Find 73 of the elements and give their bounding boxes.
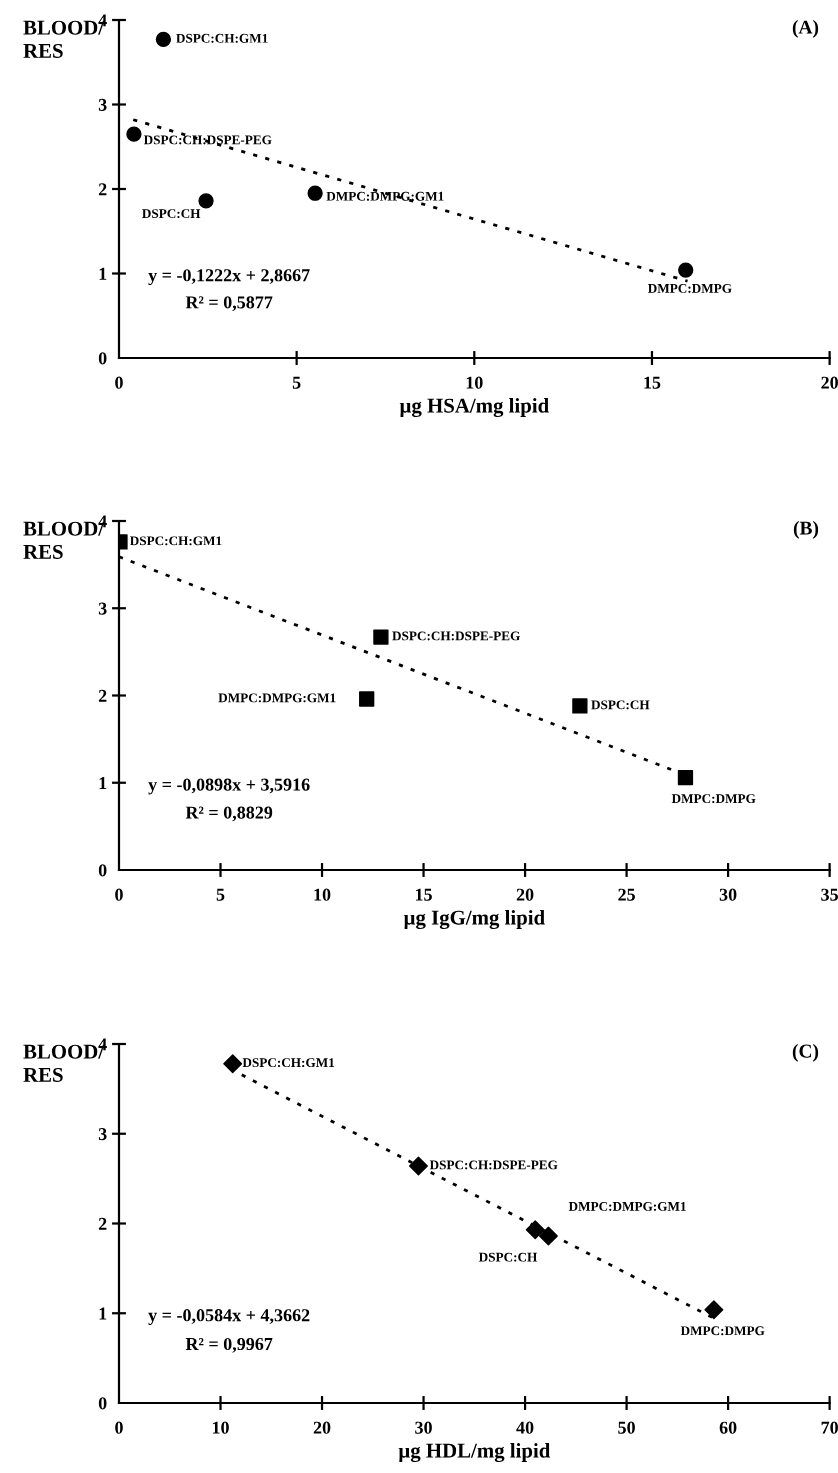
point xyxy=(223,1054,243,1074)
y-tick-label: 2 xyxy=(98,689,107,702)
point xyxy=(677,769,694,786)
x-tick-label: 25 xyxy=(618,888,635,901)
y-tick-label: 1 xyxy=(99,1307,107,1320)
x-tick-label: 50 xyxy=(618,1421,635,1434)
data-label: DSPC:CH:DSPE-PEG xyxy=(429,1160,558,1170)
chart-title: (A) xyxy=(792,20,819,38)
point xyxy=(198,193,214,209)
y-tick-label: 1 xyxy=(99,777,107,790)
x-tick-label: 60 xyxy=(719,1421,737,1434)
annotation: R² = 0,8829 xyxy=(185,806,273,822)
point xyxy=(525,1220,545,1240)
x-tick-label: 5 xyxy=(292,376,301,389)
point xyxy=(704,1300,724,1320)
y-tick-label: 3 xyxy=(98,602,107,615)
x-tick-label: 30 xyxy=(415,1421,432,1434)
y-tick-label: 2 xyxy=(98,1217,107,1230)
data-label: DMPC:DMPG:GM1 xyxy=(326,191,444,201)
y-tick-label: 0 xyxy=(98,352,107,365)
point xyxy=(373,629,389,645)
data-label: DSPC:CH xyxy=(591,700,650,710)
data-label: DMPC:DMPG:GM1 xyxy=(568,1202,686,1211)
annotation: y = -0,0898x + 3,5916 xyxy=(148,778,310,795)
x-tick-label: 20 xyxy=(516,888,534,901)
y-tick-label: 0 xyxy=(98,864,107,877)
data-label: DSPC:CH:GM1 xyxy=(129,536,222,546)
data-label: DSPC:CH:GM1 xyxy=(176,33,268,43)
chart-title: (C) xyxy=(792,1044,819,1062)
annotation: y = -0,1222x + 2,8667 xyxy=(148,269,310,286)
x-axis-title: µg IgG/mg lipid xyxy=(403,909,545,930)
y-tick-label: 3 xyxy=(98,1128,107,1141)
point xyxy=(408,1156,428,1176)
x-tick-label: 15 xyxy=(415,888,432,901)
x-tick-label: 10 xyxy=(466,376,483,389)
chart-title: (B) xyxy=(793,521,819,539)
data-label: DMPC:DMPG xyxy=(647,284,732,293)
point xyxy=(155,31,172,48)
data-label: DSPC:CH xyxy=(142,209,201,219)
annotation: R² = 0,5877 xyxy=(185,296,273,312)
x-tick-label: 30 xyxy=(719,888,737,901)
x-tick-label: 40 xyxy=(516,1421,534,1434)
x-tick-label: 20 xyxy=(821,376,838,389)
x-tick-label: 35 xyxy=(821,888,838,901)
point xyxy=(359,691,375,707)
data-label: DSPC:CH xyxy=(478,1252,538,1262)
point xyxy=(678,262,694,278)
x-tick-label: 0 xyxy=(115,888,123,901)
x-tick-label: 0 xyxy=(115,376,123,389)
y-tick-label: 0 xyxy=(98,1397,107,1410)
y-tick-label: 1 xyxy=(99,267,107,280)
y-tick-label: 3 xyxy=(98,98,107,111)
point xyxy=(572,698,588,714)
y-tick-label: 2 xyxy=(98,183,107,196)
x-tick-label: 10 xyxy=(212,1421,229,1434)
x-tick-label: 20 xyxy=(313,1421,331,1434)
x-tick-label: 15 xyxy=(644,376,661,389)
data-label: DMPC:DMPG xyxy=(671,794,756,804)
point xyxy=(538,1226,558,1246)
x-tick-label: 0 xyxy=(115,1421,123,1434)
data-label: DMPC:DMPG:GM1 xyxy=(218,693,336,703)
annotation: y = -0,0584x + 4,3662 xyxy=(148,1309,310,1326)
point xyxy=(307,185,323,201)
data-label: DSPC:CH:GM1 xyxy=(242,1058,335,1068)
point xyxy=(126,126,142,142)
data-label: DMPC:DMPG xyxy=(680,1326,765,1336)
x-axis-title: µg HSA/mg lipid xyxy=(399,397,549,418)
x-tick-label: 5 xyxy=(216,888,225,901)
x-tick-label: 70 xyxy=(821,1421,838,1434)
annotation: R² = 0,9967 xyxy=(185,1337,273,1353)
x-tick-label: 10 xyxy=(314,888,331,901)
data-label: DSPC:CH:DSPE-PEG xyxy=(392,631,520,641)
x-axis-title: µg HDL/mg lipid xyxy=(398,1442,551,1463)
